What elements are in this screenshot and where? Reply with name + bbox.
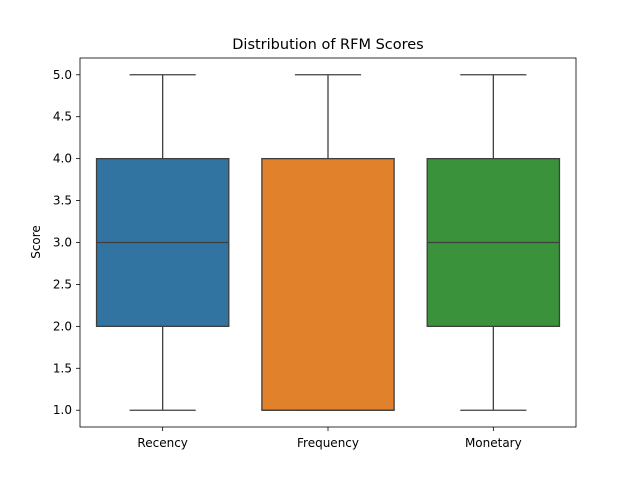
y-tick-label: 5.0 (53, 68, 72, 82)
boxes-layer (95, 74, 561, 411)
y-tick-label: 3.5 (53, 194, 72, 208)
y-axis: 1.0 1.5 2.0 2.5 3.0 3.5 4.0 4.5 5.0 (53, 68, 80, 417)
y-tick-label: 3.0 (53, 236, 72, 250)
y-tick-label: 4.0 (53, 152, 72, 166)
y-tick-label: 1.5 (53, 361, 72, 375)
box-frequency (261, 74, 395, 411)
x-axis: Recency Frequency Monetary (137, 427, 522, 450)
x-tick-label-recency: Recency (137, 436, 187, 450)
x-tick-label-monetary: Monetary (465, 436, 522, 450)
box-monetary (426, 74, 561, 411)
chart-title: Distribution of RFM Scores (232, 37, 424, 53)
y-tick-label: 2.5 (53, 277, 72, 291)
x-tick-label-frequency: Frequency (297, 436, 359, 450)
y-tick-label: 1.0 (53, 403, 72, 417)
box-recency (95, 74, 230, 411)
y-tick-label: 2.0 (53, 319, 72, 333)
box-body (261, 157, 395, 411)
y-tick-label: 4.5 (53, 110, 72, 124)
y-axis-label: Score (29, 225, 43, 259)
